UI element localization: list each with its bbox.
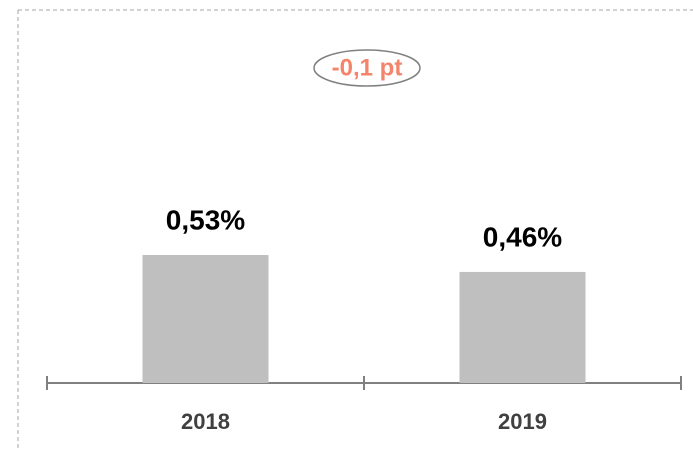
annotation: -0,1 pt: [332, 54, 403, 81]
value-label: 0,46%: [483, 221, 562, 252]
bar: [459, 271, 586, 383]
x-tick-label: 2019: [498, 409, 547, 434]
x-tick-label: 2018: [181, 409, 230, 434]
bar: [142, 255, 269, 383]
value-label: 0,53%: [166, 204, 245, 235]
annotation-ellipse: [313, 49, 421, 87]
